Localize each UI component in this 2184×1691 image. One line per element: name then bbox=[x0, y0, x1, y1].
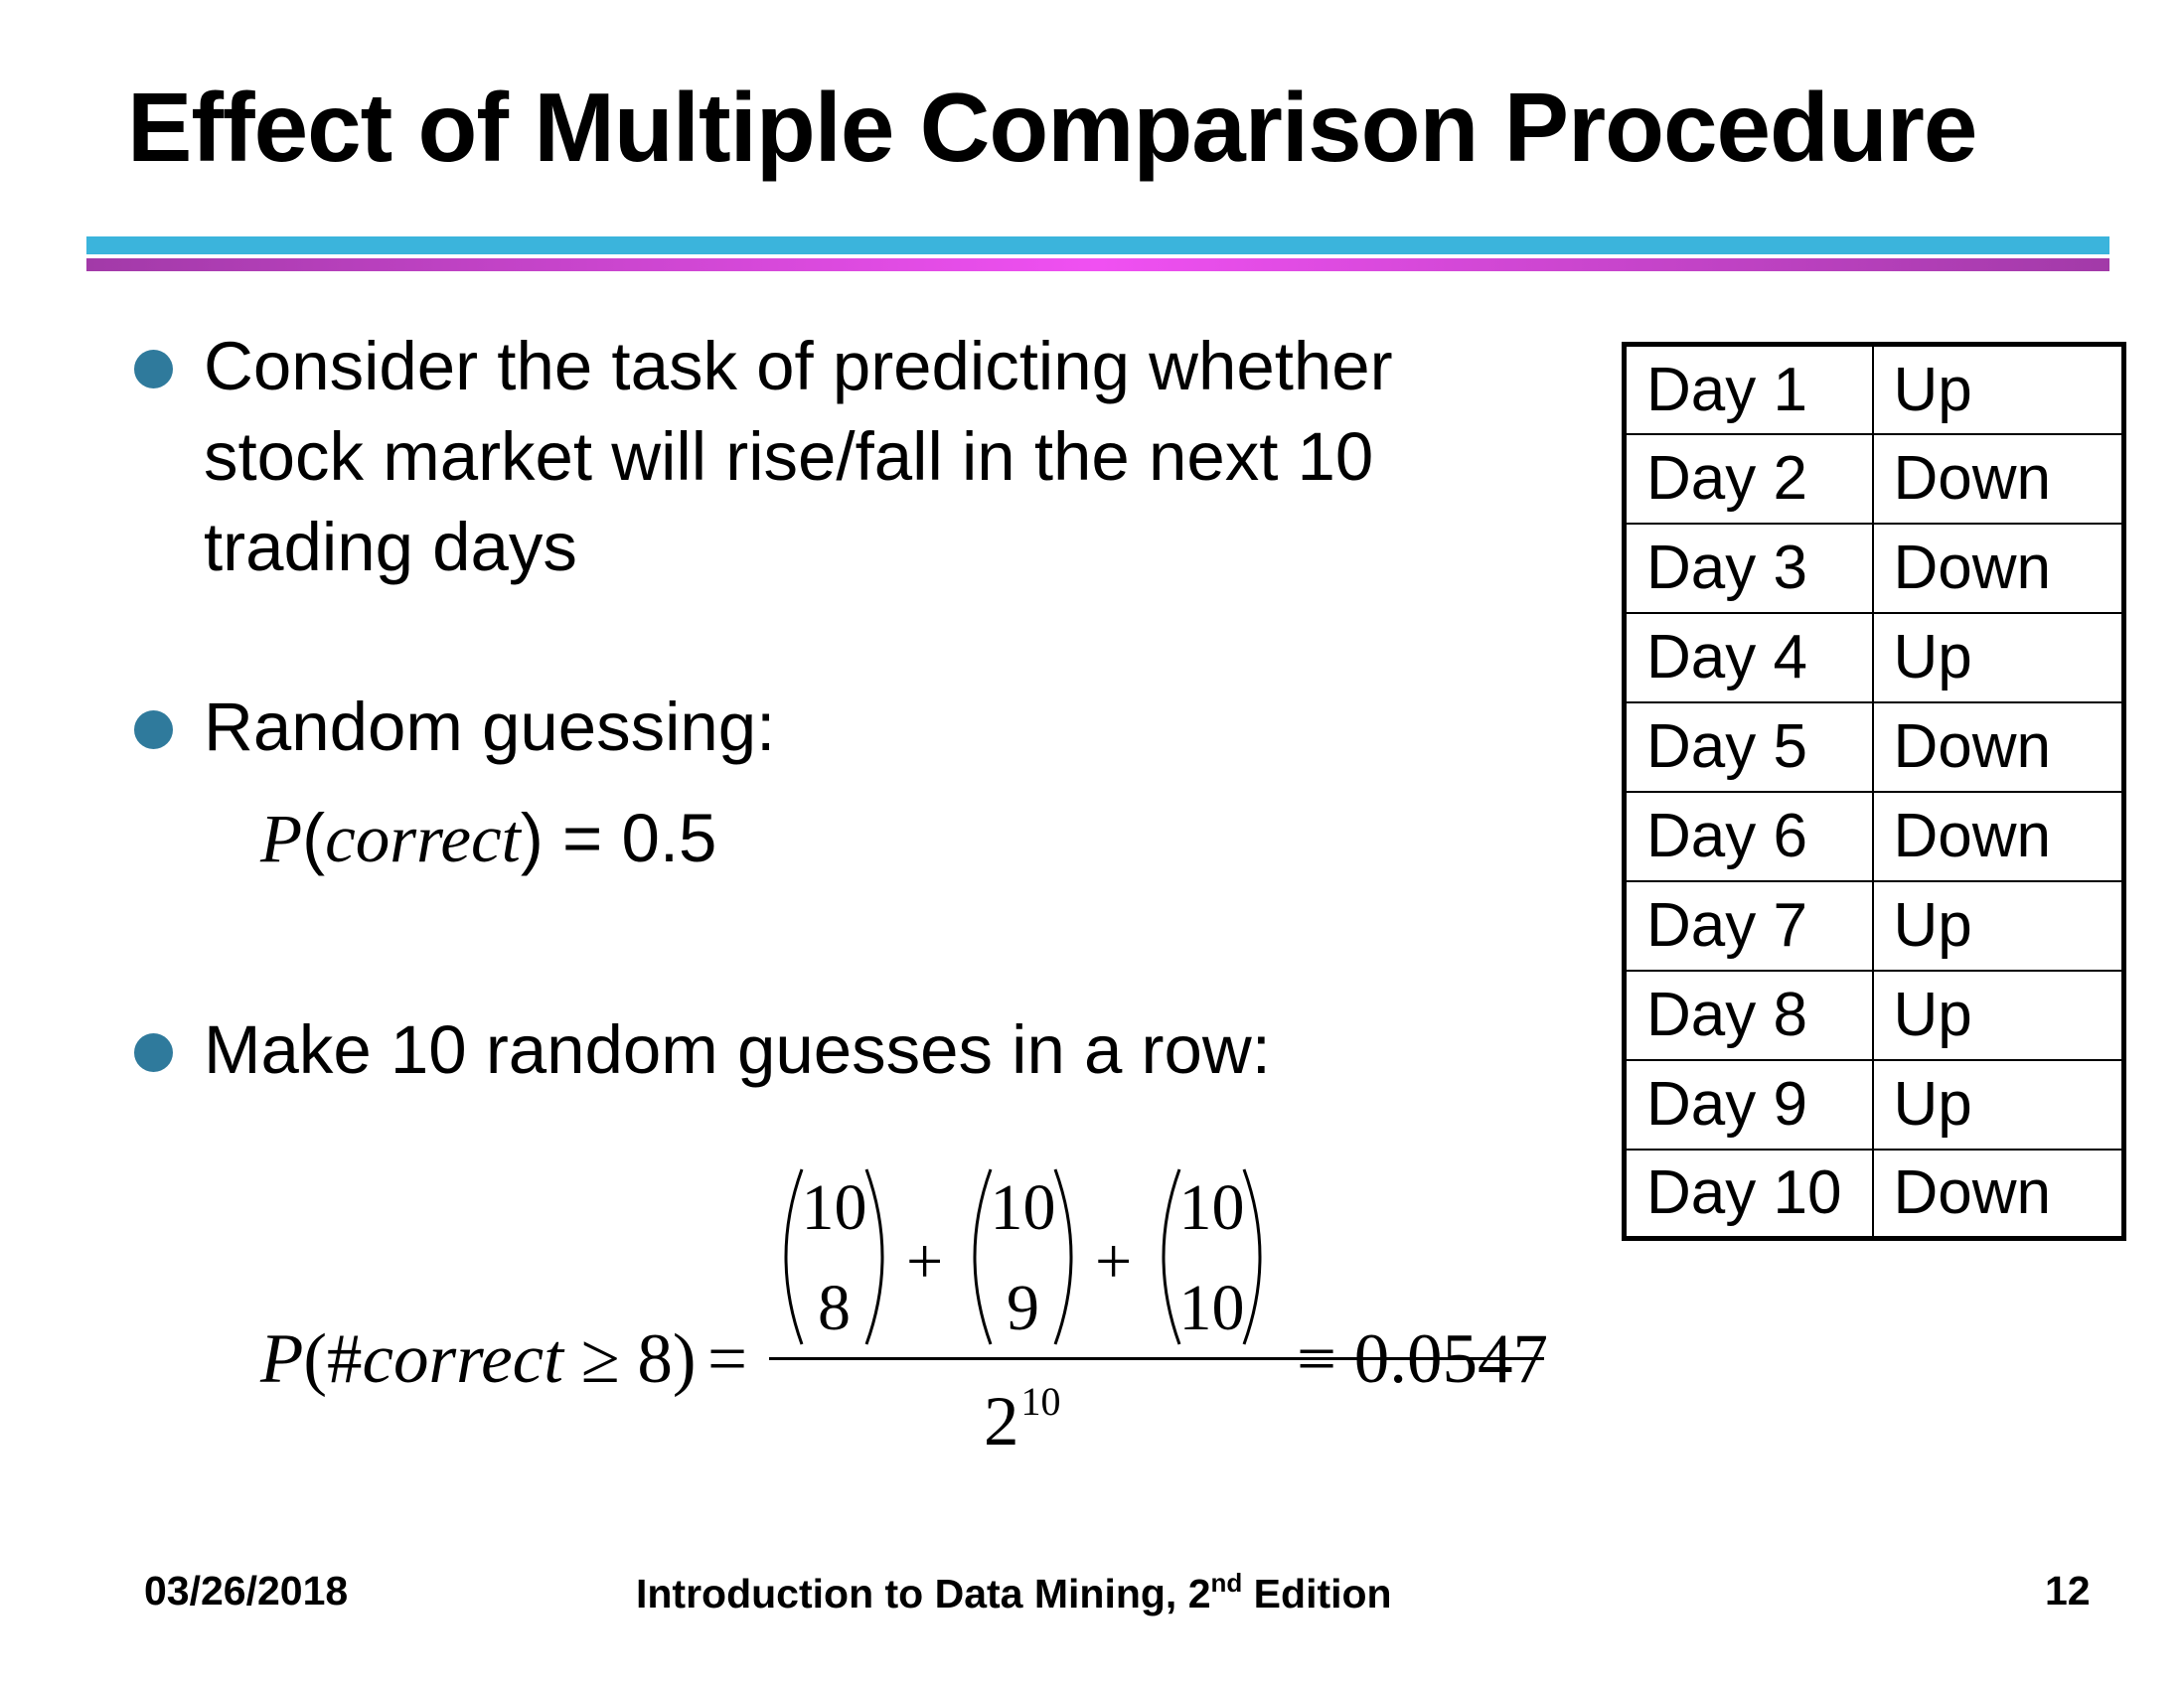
move-cell: Down bbox=[1871, 522, 2125, 614]
binomial-coefficient: 10 9 bbox=[961, 1165, 1085, 1349]
formula-ge: ≥ 8) bbox=[580, 1320, 697, 1398]
binomial-probability-formula: P(#correct ≥ 8) = 10 8 + 10 9 + 10 10 21… bbox=[260, 1157, 1552, 1460]
table-row: Day 3 Down bbox=[1623, 522, 2125, 614]
table-row: Day 5 Down bbox=[1623, 700, 2125, 793]
single-guess-probability: P(correct) = 0.5 bbox=[260, 800, 717, 876]
move-cell: Up bbox=[1871, 879, 2125, 972]
prob-argument: correct bbox=[325, 801, 521, 876]
formula-equals: = bbox=[707, 1320, 748, 1398]
day-cell: Day 10 bbox=[1623, 1148, 1874, 1240]
footer-date: 03/26/2018 bbox=[144, 1568, 349, 1614]
formula-result: = 0.0547 bbox=[1297, 1320, 1549, 1398]
prob-symbol: P bbox=[260, 801, 303, 876]
table-row: Day 4 Up bbox=[1623, 611, 2125, 703]
day-cell: Day 8 bbox=[1623, 969, 1874, 1061]
binomial-brackets-icon bbox=[1162, 1168, 1262, 1345]
fraction-bar bbox=[769, 1357, 1544, 1360]
bullet-dot-icon bbox=[134, 710, 173, 749]
move-cell: Down bbox=[1871, 700, 2125, 793]
footer-page-number: 12 bbox=[2045, 1568, 2091, 1614]
bullet-text: Make 10 random guesses in a row: bbox=[204, 1011, 1271, 1088]
plus-sign: + bbox=[1095, 1225, 1133, 1298]
footer-book-end: Edition bbox=[1242, 1571, 1392, 1616]
day-cell: Day 4 bbox=[1623, 611, 1874, 703]
binomial-k: 9 bbox=[1007, 1272, 1039, 1344]
formula-args: (# bbox=[303, 1320, 363, 1398]
footer-book-sup: nd bbox=[1210, 1568, 1243, 1598]
table-row: Day 2 Down bbox=[1623, 432, 2125, 525]
move-cell: Up bbox=[1871, 343, 2125, 435]
day-cell: Day 7 bbox=[1623, 879, 1874, 972]
footer-book-title: Introduction to Data Mining, 2nd Edition bbox=[636, 1568, 1392, 1617]
binomial-n: 10 bbox=[990, 1171, 1056, 1244]
binomial-k: 10 bbox=[1178, 1272, 1245, 1344]
fraction-denominator: 210 bbox=[984, 1378, 1061, 1462]
day-cell: Day 5 bbox=[1623, 700, 1874, 793]
denominator-exponent: 10 bbox=[1020, 1379, 1061, 1424]
denominator-base: 2 bbox=[984, 1383, 1019, 1460]
move-cell: Down bbox=[1871, 432, 2125, 525]
binomial-n: 10 bbox=[1178, 1171, 1245, 1244]
binomial-coefficient: 10 10 bbox=[1150, 1165, 1274, 1349]
table-row: Day 8 Up bbox=[1623, 969, 2125, 1061]
table-row: Day 10 Down bbox=[1623, 1148, 2125, 1240]
title-rule-bottom bbox=[86, 258, 2109, 271]
day-outcome-table: Day 1 Up Day 2 Down Day 3 Down Day 4 Up Day 5 Dow… bbox=[1622, 342, 2126, 1241]
binomial-coefficient: 10 8 bbox=[772, 1165, 896, 1349]
formula-p: P bbox=[260, 1320, 304, 1398]
day-outcome-table-body: Day 1 Up Day 2 Down Day 3 Down Day 4 Up Day 5 Dow… bbox=[1623, 343, 2125, 1240]
formula-lhs: P(#correct ≥ 8) bbox=[260, 1319, 697, 1400]
formula-correct: correct bbox=[362, 1320, 563, 1398]
table-row: Day 7 Up bbox=[1623, 879, 2125, 972]
binomial-brackets-icon bbox=[784, 1168, 884, 1345]
day-cell: Day 6 bbox=[1623, 790, 1874, 882]
bullet-text: Random guessing: bbox=[204, 689, 776, 765]
bullet-dot-icon bbox=[134, 350, 173, 388]
move-cell: Up bbox=[1871, 611, 2125, 703]
plus-sign: + bbox=[906, 1225, 944, 1298]
bullet-dot-icon bbox=[134, 1033, 173, 1072]
day-cell: Day 9 bbox=[1623, 1058, 1874, 1151]
day-cell: Day 2 bbox=[1623, 432, 1874, 525]
footer-book-main: Introduction to Data Mining, 2 bbox=[636, 1571, 1211, 1616]
move-cell: Down bbox=[1871, 790, 2125, 882]
move-cell: Up bbox=[1871, 1058, 2125, 1151]
binomial-brackets-icon bbox=[973, 1168, 1073, 1345]
prob-value: = 0.5 bbox=[562, 800, 717, 876]
title-rule-top bbox=[86, 236, 2109, 254]
table-row: Day 9 Up bbox=[1623, 1058, 2125, 1151]
table-row: Day 1 Up bbox=[1623, 343, 2125, 435]
binomial-n: 10 bbox=[801, 1171, 867, 1244]
move-cell: Down bbox=[1871, 1148, 2125, 1240]
day-cell: Day 3 bbox=[1623, 522, 1874, 614]
move-cell: Up bbox=[1871, 969, 2125, 1061]
day-cell: Day 1 bbox=[1623, 343, 1874, 435]
bullet-text: Consider the task of predicting whether … bbox=[204, 328, 1393, 585]
slide-title: Effect of Multiple Comparison Procedure bbox=[127, 73, 1977, 182]
table-row: Day 6 Down bbox=[1623, 790, 2125, 882]
binomial-k: 8 bbox=[818, 1272, 851, 1344]
